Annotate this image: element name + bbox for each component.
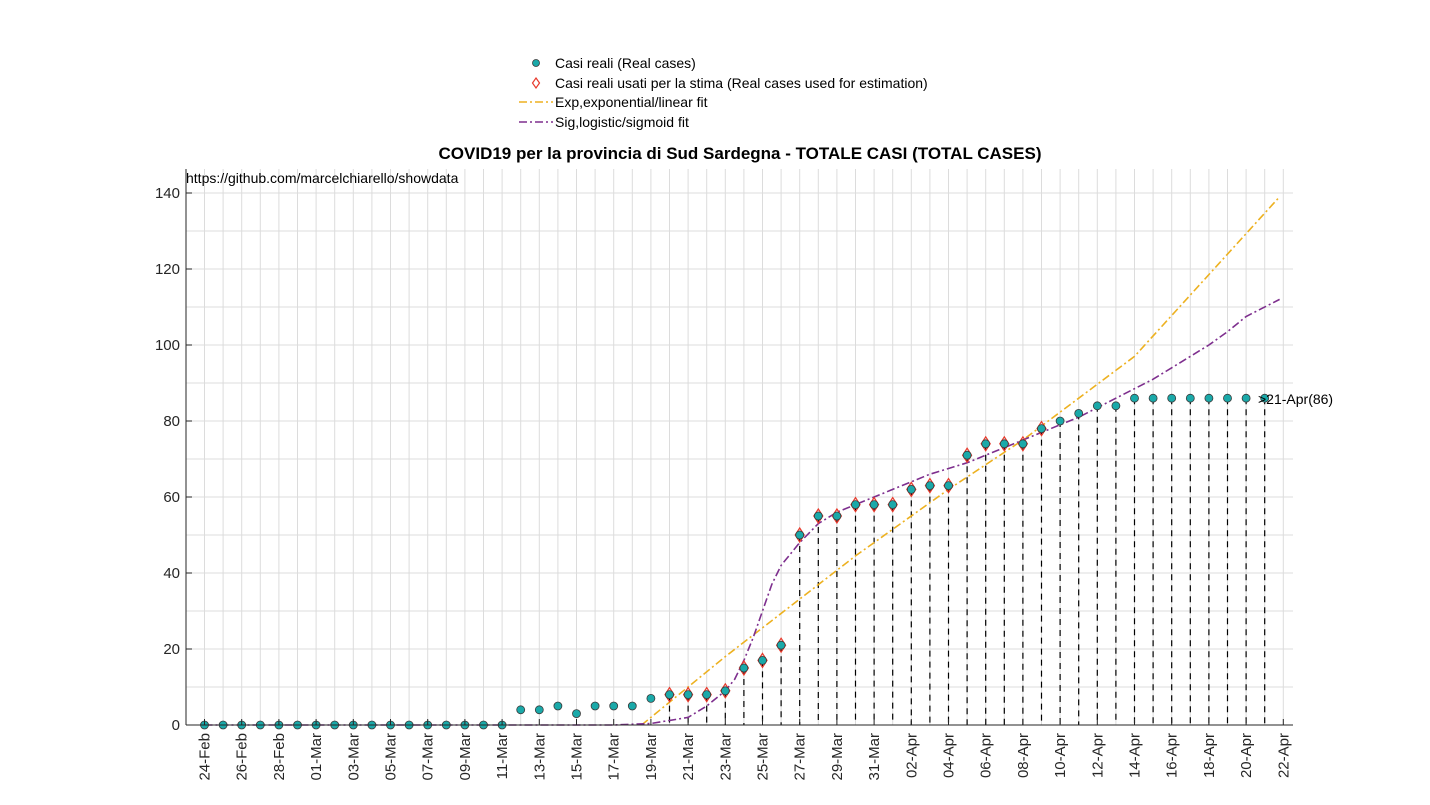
x-tick-label: 31-Mar — [866, 733, 883, 781]
chart-title: COVID19 per la provincia di Sud Sardegna… — [439, 144, 1042, 163]
x-tick-label: 23-Mar — [717, 733, 734, 781]
x-tick-label: 10-Apr — [1052, 733, 1069, 778]
fit-lines-layer — [204, 196, 1281, 726]
real-case-point — [646, 694, 656, 703]
real-case-point — [776, 640, 786, 650]
x-tick-label: 24-Feb — [197, 733, 214, 781]
x-tick-label: 14-Apr — [1127, 733, 1144, 778]
y-tick-label: 120 — [155, 261, 180, 278]
y-tick-label: 140 — [155, 185, 180, 202]
x-tick-label: 06-Apr — [978, 733, 995, 778]
x-tick-label: 16-Apr — [1164, 733, 1181, 778]
x-tick-label: 17-Mar — [606, 733, 623, 781]
x-tick-label: 01-Mar — [308, 733, 325, 781]
x-tick-label: 21-Mar — [680, 733, 697, 781]
x-tick-label: 18-Apr — [1201, 733, 1218, 778]
real-case-point — [1055, 416, 1065, 426]
x-tick-label: 07-Mar — [420, 733, 437, 781]
x-tick-label: 29-Mar — [829, 733, 846, 781]
stems-layer — [668, 398, 1266, 725]
real-case-point — [944, 481, 953, 491]
sigmoid-fit-line — [204, 298, 1280, 726]
real-case-point — [720, 686, 730, 696]
real-case-point — [1111, 401, 1121, 411]
y-tick-label: 60 — [163, 489, 180, 506]
real-case-point — [609, 701, 619, 711]
x-tick-label: 02-Apr — [903, 733, 920, 778]
axes-layer: 0 20 40 60 80 100 120 140 24-Feb 26-Feb 28-Feb 01-M… — [155, 169, 1293, 781]
real-case-point — [572, 709, 581, 718]
x-tick-label: 28-Feb — [271, 733, 288, 781]
y-tick-label: 40 — [163, 565, 180, 582]
real-case-point — [962, 450, 972, 460]
real-case-point — [758, 656, 767, 665]
real-case-point — [869, 500, 879, 510]
x-tick-label: 20-Apr — [1238, 733, 1255, 778]
x-tick-label: 03-Mar — [345, 733, 362, 781]
legend-label: Exp,exponential/linear fit — [555, 94, 708, 110]
real-case-point — [534, 705, 544, 715]
legend: Casi reali (Real cases) Casi reali usati … — [519, 55, 928, 130]
y-tick-label: 100 — [155, 337, 180, 354]
real-case-point — [1130, 393, 1139, 403]
x-tick-label: 08-Apr — [1015, 733, 1032, 778]
real-case-point — [627, 701, 637, 711]
x-tick-label: 12-Apr — [1089, 733, 1106, 778]
legend-label: Sig,logistic/sigmoid fit — [555, 114, 689, 130]
x-tick-label: 25-Mar — [755, 733, 772, 781]
real-case-point — [1018, 439, 1028, 449]
real-case-point — [795, 530, 805, 540]
x-tick-label: 22-Apr — [1275, 733, 1292, 778]
y-tick-label: 0 — [172, 717, 180, 734]
real-case-point — [813, 511, 823, 521]
x-tick-label: 15-Mar — [569, 733, 586, 781]
x-tick-label: 27-Mar — [792, 733, 809, 781]
real-case-point — [981, 439, 991, 449]
real-case-point — [906, 484, 916, 494]
real-case-point — [665, 690, 674, 699]
x-tick-label: 26-Feb — [234, 733, 251, 781]
real-case-point — [1037, 424, 1046, 434]
last-point-annotation: >21-Apr(86) — [1258, 391, 1333, 407]
real-case-point — [739, 663, 749, 673]
real-case-point — [516, 705, 526, 715]
real-case-point — [1148, 393, 1158, 403]
text-layer: COVID19 per la provincia di Sud Sardegna… — [186, 144, 1333, 407]
real-case-point — [1167, 393, 1177, 403]
legend-label: Casi reali (Real cases) — [555, 55, 696, 71]
x-tick-label: 04-Apr — [941, 733, 958, 778]
real-case-point — [590, 701, 600, 711]
markers-layer — [200, 393, 1270, 730]
x-tick-label: 19-Mar — [643, 733, 660, 781]
real-case-point — [832, 511, 842, 521]
x-tick-label: 09-Mar — [457, 733, 474, 781]
real-case-point — [1074, 408, 1084, 418]
real-case-point — [1092, 401, 1102, 411]
x-tick-label: 05-Mar — [383, 733, 400, 781]
x-tick-label: 13-Mar — [531, 733, 548, 781]
y-tick-label: 80 — [163, 413, 180, 430]
x-tick-label: 11-Mar — [494, 733, 511, 779]
legend-dot-icon — [532, 59, 540, 67]
real-case-point — [702, 690, 712, 699]
real-case-point — [1241, 393, 1251, 403]
real-case-point — [925, 481, 935, 491]
exp-fit-line — [641, 196, 1281, 726]
grid-layer — [186, 169, 1293, 726]
legend-label: Casi reali usati per la stima (Real case… — [555, 75, 928, 91]
real-case-point — [851, 500, 860, 510]
y-tick-label: 20 — [163, 641, 180, 658]
real-case-point — [888, 500, 898, 510]
source-url-annotation: https://github.com/marcelchiarello/showd… — [186, 170, 459, 186]
real-case-point — [1223, 393, 1232, 403]
real-case-point — [1260, 393, 1270, 403]
legend-diamond-icon — [531, 76, 541, 90]
real-case-point — [999, 439, 1009, 449]
real-case-point — [1204, 393, 1214, 403]
real-case-point — [683, 690, 693, 699]
real-case-point — [553, 701, 563, 711]
real-case-point — [1185, 393, 1195, 403]
